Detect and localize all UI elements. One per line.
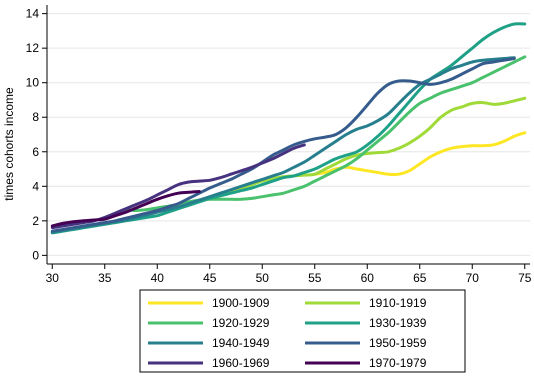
x-tick-label: 40 <box>151 271 165 285</box>
legend-box <box>139 289 466 373</box>
y-tick-label: 6 <box>32 145 39 159</box>
series-line-1940-1949 <box>50 56 516 234</box>
legend-label: 1920-1929 <box>212 316 270 330</box>
series-line-1970-1979 <box>50 190 201 228</box>
y-axis-title: times cohorts income <box>2 87 16 201</box>
x-tick-label: 30 <box>46 271 60 285</box>
y-tick-label: 0 <box>32 248 39 262</box>
x-tick-label: 60 <box>361 271 375 285</box>
legend-label: 1900-1909 <box>212 296 270 310</box>
legend-label: 1950-1959 <box>369 336 427 350</box>
series-line-1920-1929 <box>124 55 527 212</box>
x-tick-label: 45 <box>203 271 217 285</box>
legend: 1900-1909 1910-1919 1920-1929 1930-1939 1940… <box>139 289 466 373</box>
y-tick-label: 4 <box>32 179 39 193</box>
legend-label: 1910-1919 <box>369 296 427 310</box>
y-tick-label: 10 <box>26 76 40 90</box>
series-lines <box>50 22 527 235</box>
legend-label: 1940-1949 <box>212 336 270 350</box>
series-line-1950-1959 <box>50 57 516 233</box>
x-tick-label: 50 <box>256 271 270 285</box>
x-tick-label: 75 <box>518 271 532 285</box>
series-line-1900-1909 <box>313 131 527 177</box>
x-tick-label: 65 <box>413 271 427 285</box>
y-tick-label: 14 <box>26 7 40 21</box>
legend-label: 1970-1979 <box>369 356 427 370</box>
y-tick-label: 8 <box>32 110 39 124</box>
x-tick-label: 55 <box>308 271 322 285</box>
legend-label: 1960-1969 <box>212 356 270 370</box>
y-tick-label: 12 <box>26 41 40 55</box>
series-line-1930-1939 <box>50 22 527 235</box>
axes: 0 2 4 6 8 10 12 14 30 35 40 45 50 55 60 65 70 75 <box>26 5 532 285</box>
y-tick-label: 2 <box>32 214 39 228</box>
x-tick-label: 35 <box>98 271 112 285</box>
legend-label: 1930-1939 <box>369 316 427 330</box>
x-tick-label: 70 <box>466 271 480 285</box>
